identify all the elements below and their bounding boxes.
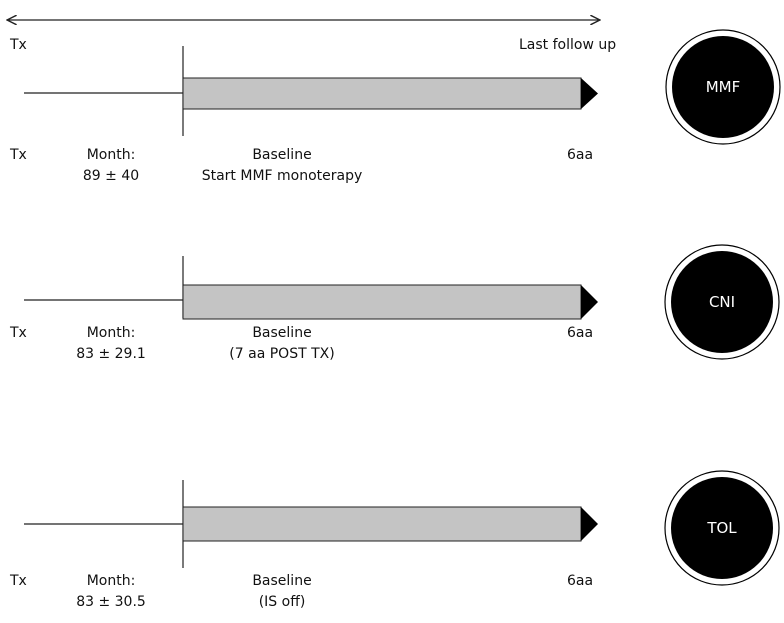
group-mmf-baseline-note: Start MMF monoterapy [201, 168, 363, 184]
group-tol-baseline-label: Baseline [252, 573, 312, 589]
tol-circle [671, 477, 773, 579]
follow-up-arrowhead [581, 78, 598, 109]
overall-start-label: Tx [10, 37, 27, 53]
group-tol-timeline [24, 470, 780, 586]
follow-up-bar [182, 77, 582, 110]
group-tol-start-label: Tx [10, 573, 27, 589]
group-tol-name: TOL [707, 519, 737, 537]
group-tol-month-value: 83 ± 30.5 [76, 594, 146, 610]
group-cni-start-label: Tx [10, 325, 27, 341]
group-mmf-start-label: Tx [10, 147, 27, 163]
group-mmf-end-label: 6aa [567, 147, 594, 163]
group-cni-month-label: Month: [86, 325, 136, 341]
overall-end-label: Last follow up [519, 37, 617, 53]
group-tol-end-label: 6aa [567, 573, 594, 589]
group-mmf-month-label: Month: [86, 147, 136, 163]
group-mmf-name: MMF [705, 78, 741, 96]
cni-circle [671, 251, 773, 353]
group-mmf-month-value: 89 ± 40 [82, 168, 140, 184]
group-cni-timeline [24, 244, 780, 360]
group-cni-baseline-label: Baseline [252, 325, 312, 341]
follow-up-arrowhead [581, 285, 598, 319]
follow-up-bar [182, 506, 582, 542]
group-cni-name: CNI [708, 293, 736, 311]
follow-up-arrowhead [581, 507, 598, 541]
group-mmf-timeline [24, 29, 781, 145]
group-cni-month-value: 83 ± 29.1 [76, 346, 146, 362]
group-cni-end-label: 6aa [567, 325, 594, 341]
group-tol-month-label: Month: [86, 573, 136, 589]
group-cni-baseline-note: (7 aa POST TX) [229, 346, 335, 362]
group-mmf-baseline-label: Baseline [252, 147, 312, 163]
follow-up-bar [182, 284, 582, 320]
group-tol-baseline-note: (IS off) [258, 594, 306, 610]
mmf-circle [672, 36, 774, 138]
